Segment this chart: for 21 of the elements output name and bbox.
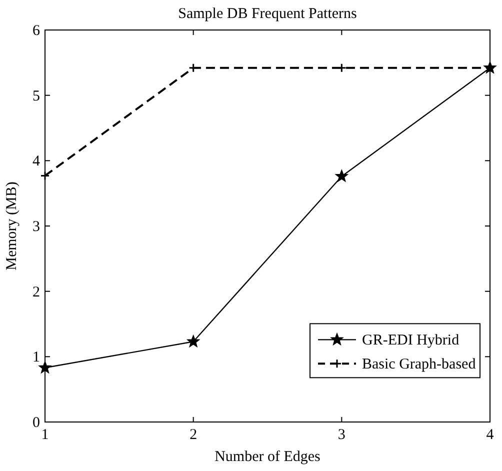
x-tick-label: 2 bbox=[190, 427, 198, 443]
point bbox=[336, 63, 346, 73]
x-axis-title: Number of Edges bbox=[214, 449, 321, 465]
y-tick-label: 1 bbox=[32, 350, 40, 366]
point bbox=[188, 336, 200, 347]
y-tick-label: 3 bbox=[32, 219, 40, 235]
legend-label: Basic Graph-based bbox=[362, 356, 476, 373]
point bbox=[336, 170, 348, 182]
y-tick-label: 2 bbox=[32, 284, 40, 300]
y-tick-label: 0 bbox=[32, 415, 40, 431]
legend-label: GR-EDI Hybrid bbox=[362, 332, 460, 349]
x-tick-label: 3 bbox=[338, 427, 346, 443]
y-tick-label: 5 bbox=[32, 88, 40, 104]
point bbox=[39, 362, 51, 373]
x-tick-label: 4 bbox=[486, 427, 494, 443]
point bbox=[188, 63, 198, 73]
y-axis-title: Memory (MB) bbox=[4, 182, 20, 270]
y-tick-label: 4 bbox=[32, 154, 40, 170]
y-tick-label: 6 bbox=[32, 23, 40, 39]
point bbox=[40, 170, 50, 180]
chart-title: Sample DB Frequent Patterns bbox=[178, 6, 358, 22]
